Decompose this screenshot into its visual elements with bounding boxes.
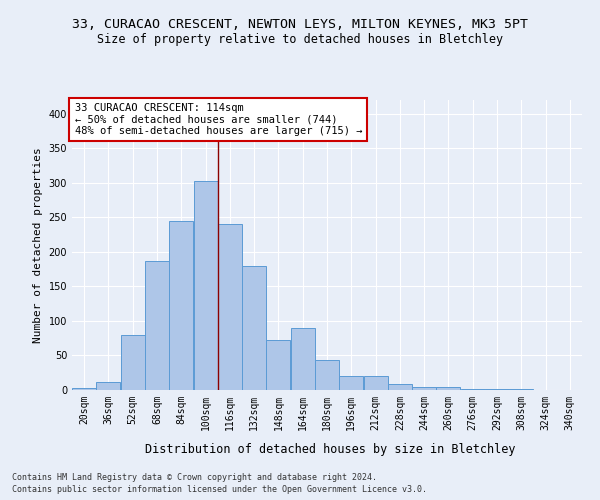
Text: 33, CURACAO CRESCENT, NEWTON LEYS, MILTON KEYNES, MK3 5PT: 33, CURACAO CRESCENT, NEWTON LEYS, MILTO… (72, 18, 528, 30)
Bar (315, 360, 339, 390)
Bar (72, 388, 96, 390)
Bar (218, 224, 242, 390)
Bar (97, 382, 121, 390)
Bar (388, 384, 412, 390)
Bar (364, 376, 388, 390)
Bar (290, 328, 315, 390)
Text: Contains HM Land Registry data © Crown copyright and database right 2024.: Contains HM Land Registry data © Crown c… (12, 472, 377, 482)
Text: Size of property relative to detached houses in Bletchley: Size of property relative to detached ho… (97, 32, 503, 46)
Text: 33 CURACAO CRESCENT: 114sqm
← 50% of detached houses are smaller (744)
48% of se: 33 CURACAO CRESCENT: 114sqm ← 50% of det… (74, 103, 362, 136)
Bar (194, 182, 218, 390)
Bar (145, 261, 169, 390)
Bar (169, 221, 193, 390)
Bar (242, 266, 266, 390)
Y-axis label: Number of detached properties: Number of detached properties (33, 147, 43, 343)
Bar (121, 335, 145, 390)
Bar (266, 340, 290, 390)
Bar (339, 376, 364, 390)
Bar (412, 386, 436, 390)
Bar (461, 388, 485, 390)
Bar (436, 386, 460, 390)
Text: Distribution of detached houses by size in Bletchley: Distribution of detached houses by size … (145, 442, 515, 456)
Text: Contains public sector information licensed under the Open Government Licence v3: Contains public sector information licen… (12, 485, 427, 494)
